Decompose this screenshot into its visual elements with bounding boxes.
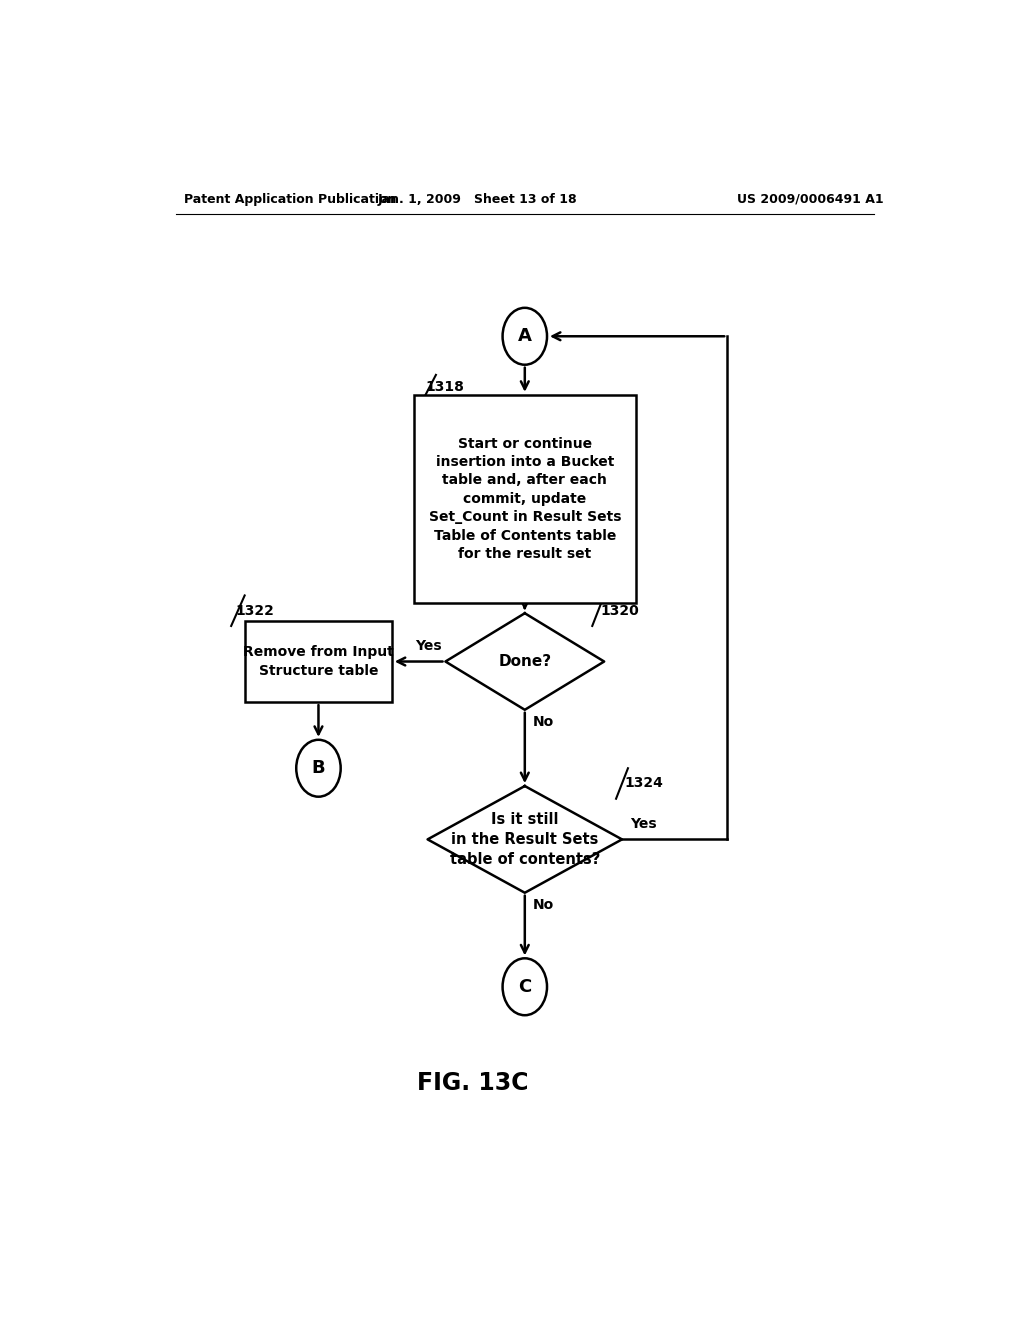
Text: Remove from Input
Structure table: Remove from Input Structure table — [243, 645, 394, 677]
Polygon shape — [445, 614, 604, 710]
Text: Done?: Done? — [499, 653, 551, 669]
Text: C: C — [518, 978, 531, 995]
Circle shape — [503, 958, 547, 1015]
Text: 1318: 1318 — [426, 380, 465, 395]
Text: Yes: Yes — [415, 639, 441, 653]
Text: B: B — [311, 759, 326, 777]
Text: 1324: 1324 — [624, 776, 663, 791]
Polygon shape — [428, 785, 622, 892]
Circle shape — [503, 308, 547, 364]
FancyBboxPatch shape — [245, 620, 392, 702]
Text: FIG. 13C: FIG. 13C — [418, 1072, 529, 1096]
Text: Jan. 1, 2009   Sheet 13 of 18: Jan. 1, 2009 Sheet 13 of 18 — [378, 193, 577, 206]
Text: A: A — [518, 327, 531, 346]
Text: US 2009/0006491 A1: US 2009/0006491 A1 — [737, 193, 884, 206]
Text: No: No — [532, 898, 554, 912]
Text: Yes: Yes — [630, 817, 656, 832]
Text: 1322: 1322 — [236, 603, 274, 618]
Circle shape — [296, 739, 341, 797]
FancyBboxPatch shape — [414, 395, 636, 603]
Text: No: No — [532, 715, 554, 729]
Text: Patent Application Publication: Patent Application Publication — [183, 193, 396, 206]
Text: Is it still
in the Result Sets
table of contents?: Is it still in the Result Sets table of … — [450, 812, 600, 867]
Text: Start or continue
insertion into a Bucket
table and, after each
commit, update
S: Start or continue insertion into a Bucke… — [429, 437, 621, 561]
Text: 1320: 1320 — [600, 603, 639, 618]
